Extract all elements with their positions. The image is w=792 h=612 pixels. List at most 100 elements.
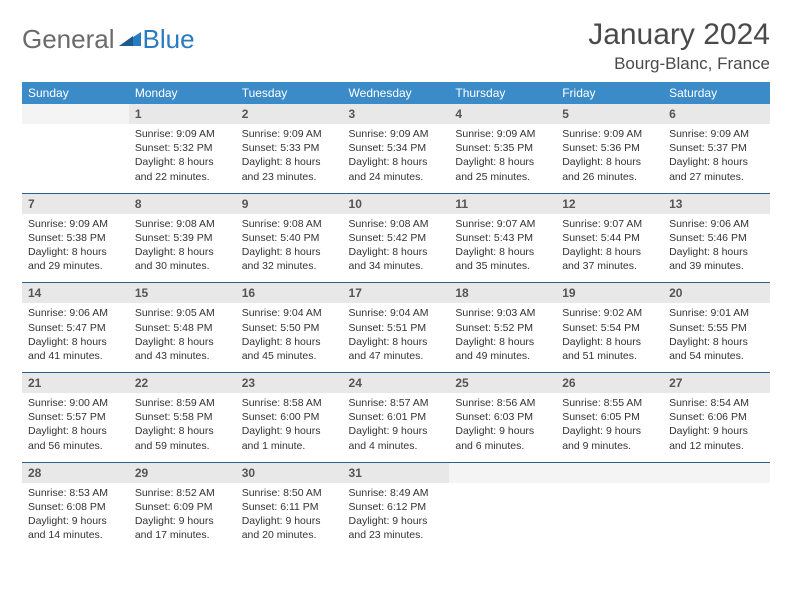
- sunset-text: Sunset: 5:46 PM: [669, 231, 764, 245]
- day-detail: Sunrise: 8:53 AMSunset: 6:08 PMDaylight:…: [22, 483, 129, 552]
- sunset-text: Sunset: 5:35 PM: [455, 141, 550, 155]
- sunrise-text: Sunrise: 9:02 AM: [562, 306, 657, 320]
- sunset-text: Sunset: 5:47 PM: [28, 321, 123, 335]
- daylight-text: Daylight: 8 hours and 54 minutes.: [669, 335, 764, 363]
- sunset-text: Sunset: 5:40 PM: [242, 231, 337, 245]
- day-number-row: 14151617181920: [22, 283, 770, 303]
- day-detail-row: Sunrise: 9:00 AMSunset: 5:57 PMDaylight:…: [22, 393, 770, 462]
- daylight-text: Daylight: 9 hours and 20 minutes.: [242, 514, 337, 542]
- sunrise-text: Sunrise: 8:53 AM: [28, 486, 123, 500]
- daylight-text: Daylight: 8 hours and 37 minutes.: [562, 245, 657, 273]
- sunset-text: Sunset: 5:37 PM: [669, 141, 764, 155]
- daylight-text: Daylight: 8 hours and 34 minutes.: [349, 245, 444, 273]
- sunset-text: Sunset: 6:06 PM: [669, 410, 764, 424]
- daylight-text: Daylight: 9 hours and 6 minutes.: [455, 424, 550, 452]
- day-detail: [22, 124, 129, 193]
- day-number: 24: [343, 373, 450, 393]
- logo-text-blue: Blue: [143, 24, 195, 55]
- day-detail: Sunrise: 9:09 AMSunset: 5:32 PMDaylight:…: [129, 124, 236, 193]
- day-number: 14: [22, 283, 129, 303]
- daylight-text: Daylight: 8 hours and 59 minutes.: [135, 424, 230, 452]
- day-header-row: Sunday Monday Tuesday Wednesday Thursday…: [22, 82, 770, 104]
- sunset-text: Sunset: 5:38 PM: [28, 231, 123, 245]
- day-number: 31: [343, 463, 450, 483]
- calendar-body: 123456Sunrise: 9:09 AMSunset: 5:32 PMDay…: [22, 104, 770, 551]
- month-title: January 2024: [588, 18, 770, 52]
- sunrise-text: Sunrise: 9:01 AM: [669, 306, 764, 320]
- daylight-text: Daylight: 8 hours and 29 minutes.: [28, 245, 123, 273]
- sunrise-text: Sunrise: 9:04 AM: [242, 306, 337, 320]
- day-number: 11: [449, 194, 556, 214]
- sunrise-text: Sunrise: 8:59 AM: [135, 396, 230, 410]
- day-number: [556, 463, 663, 483]
- sunrise-text: Sunrise: 9:03 AM: [455, 306, 550, 320]
- daylight-text: Daylight: 9 hours and 23 minutes.: [349, 514, 444, 542]
- sunset-text: Sunset: 5:36 PM: [562, 141, 657, 155]
- sunrise-text: Sunrise: 8:52 AM: [135, 486, 230, 500]
- sunset-text: Sunset: 6:01 PM: [349, 410, 444, 424]
- day-number: 15: [129, 283, 236, 303]
- day-detail: Sunrise: 9:09 AMSunset: 5:34 PMDaylight:…: [343, 124, 450, 193]
- sunrise-text: Sunrise: 9:09 AM: [242, 127, 337, 141]
- sunset-text: Sunset: 6:11 PM: [242, 500, 337, 514]
- daylight-text: Daylight: 8 hours and 47 minutes.: [349, 335, 444, 363]
- day-header: Wednesday: [343, 82, 450, 104]
- title-block: January 2024 Bourg-Blanc, France: [588, 18, 770, 74]
- day-detail: [663, 483, 770, 552]
- sunset-text: Sunset: 6:08 PM: [28, 500, 123, 514]
- sunrise-text: Sunrise: 9:08 AM: [349, 217, 444, 231]
- day-number: 26: [556, 373, 663, 393]
- sunrise-text: Sunrise: 9:09 AM: [349, 127, 444, 141]
- day-header: Tuesday: [236, 82, 343, 104]
- sunset-text: Sunset: 5:33 PM: [242, 141, 337, 155]
- day-number: 25: [449, 373, 556, 393]
- day-header: Sunday: [22, 82, 129, 104]
- daylight-text: Daylight: 8 hours and 26 minutes.: [562, 155, 657, 183]
- day-number: 19: [556, 283, 663, 303]
- daylight-text: Daylight: 9 hours and 14 minutes.: [28, 514, 123, 542]
- day-detail: Sunrise: 8:50 AMSunset: 6:11 PMDaylight:…: [236, 483, 343, 552]
- day-detail: Sunrise: 8:58 AMSunset: 6:00 PMDaylight:…: [236, 393, 343, 462]
- daylight-text: Daylight: 8 hours and 32 minutes.: [242, 245, 337, 273]
- day-detail: Sunrise: 9:08 AMSunset: 5:42 PMDaylight:…: [343, 214, 450, 283]
- sunrise-text: Sunrise: 9:05 AM: [135, 306, 230, 320]
- day-detail: Sunrise: 9:09 AMSunset: 5:38 PMDaylight:…: [22, 214, 129, 283]
- day-number: 7: [22, 194, 129, 214]
- sunset-text: Sunset: 5:51 PM: [349, 321, 444, 335]
- sunrise-text: Sunrise: 9:06 AM: [28, 306, 123, 320]
- sunset-text: Sunset: 6:03 PM: [455, 410, 550, 424]
- calendar-table: Sunday Monday Tuesday Wednesday Thursday…: [22, 82, 770, 551]
- daylight-text: Daylight: 8 hours and 49 minutes.: [455, 335, 550, 363]
- daylight-text: Daylight: 8 hours and 24 minutes.: [349, 155, 444, 183]
- sunset-text: Sunset: 5:52 PM: [455, 321, 550, 335]
- sunrise-text: Sunrise: 9:04 AM: [349, 306, 444, 320]
- day-number: 30: [236, 463, 343, 483]
- sunrise-text: Sunrise: 9:07 AM: [455, 217, 550, 231]
- daylight-text: Daylight: 8 hours and 25 minutes.: [455, 155, 550, 183]
- day-detail: Sunrise: 9:04 AMSunset: 5:50 PMDaylight:…: [236, 303, 343, 372]
- day-detail: Sunrise: 9:08 AMSunset: 5:40 PMDaylight:…: [236, 214, 343, 283]
- day-detail: Sunrise: 9:04 AMSunset: 5:51 PMDaylight:…: [343, 303, 450, 372]
- sunset-text: Sunset: 5:58 PM: [135, 410, 230, 424]
- day-number: [449, 463, 556, 483]
- day-number: 13: [663, 194, 770, 214]
- daylight-text: Daylight: 9 hours and 4 minutes.: [349, 424, 444, 452]
- day-number: [22, 104, 129, 124]
- day-detail-row: Sunrise: 9:09 AMSunset: 5:38 PMDaylight:…: [22, 214, 770, 283]
- day-number: 1: [129, 104, 236, 124]
- daylight-text: Daylight: 8 hours and 45 minutes.: [242, 335, 337, 363]
- daylight-text: Daylight: 8 hours and 30 minutes.: [135, 245, 230, 273]
- day-number: 27: [663, 373, 770, 393]
- sunrise-text: Sunrise: 8:50 AM: [242, 486, 337, 500]
- daylight-text: Daylight: 8 hours and 41 minutes.: [28, 335, 123, 363]
- daylight-text: Daylight: 9 hours and 17 minutes.: [135, 514, 230, 542]
- sunrise-text: Sunrise: 8:49 AM: [349, 486, 444, 500]
- day-number: 20: [663, 283, 770, 303]
- logo-text-general: General: [22, 24, 115, 55]
- day-detail: Sunrise: 9:09 AMSunset: 5:36 PMDaylight:…: [556, 124, 663, 193]
- day-detail: Sunrise: 8:59 AMSunset: 5:58 PMDaylight:…: [129, 393, 236, 462]
- day-number: 3: [343, 104, 450, 124]
- sunrise-text: Sunrise: 8:57 AM: [349, 396, 444, 410]
- location: Bourg-Blanc, France: [588, 54, 770, 74]
- sunset-text: Sunset: 5:50 PM: [242, 321, 337, 335]
